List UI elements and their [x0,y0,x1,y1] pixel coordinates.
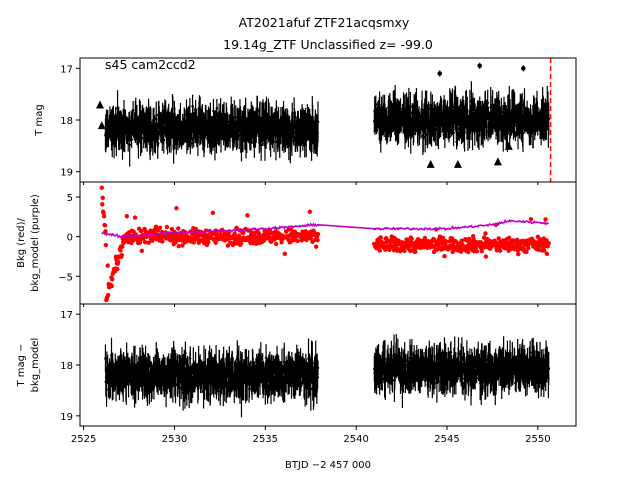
plot-area [104,334,551,418]
sector-annotation: s45 cam2ccd2 [105,57,196,72]
y-tick-label: 0 [67,233,73,244]
panel-bottom: 17 18 19 2525 2530 2535 2540 2545 2550 T mag − bkg… [16,303,577,471]
chart-title-line1: AT2021afuf ZTF21acqsmxy [239,15,410,30]
y-axis-label: bkg_model [30,338,41,393]
x-axis-label: BTJD −2 457 000 [285,460,371,471]
bkg-points-1 [372,216,551,259]
plot-area [99,185,551,303]
data-points-0 [104,351,320,398]
upper-limit-triangle-0 [95,100,104,109]
y-tick-label: 18 [60,361,73,372]
y-axis-label: Bkg (red)/ [16,218,27,268]
x-tick-label: 2540 [343,434,368,445]
y-tick-label: 19 [60,168,73,179]
upper-limit-triangle-5 [504,141,513,150]
y-tick-label: 17 [60,64,73,75]
y-axis-label: T mag − [16,343,27,387]
upper-limit-triangle-4 [493,157,502,166]
chart-panels: 17 18 19 T mag 5 0 −5 Bkg (red)/bkg_model (purp… [16,57,577,471]
x-tick-label: 2530 [162,434,187,445]
x-tick-label: 2525 [71,434,96,445]
panel-middle: 5 0 −5 Bkg (red)/bkg_model (purple) [16,181,577,307]
y-axis-label: bkg_model (purple) [30,194,41,292]
x-tick-label: 2545 [434,434,459,445]
y-tick-label: 5 [67,193,73,204]
upper-limit-triangle-2 [426,159,435,168]
outlier-point-1 [477,63,483,69]
bkg-model-line [101,218,549,239]
data-points-1 [373,350,551,391]
outlier-point-2 [521,66,526,71]
upper-limit-triangle-1 [97,121,106,130]
x-tick-label: 2535 [253,434,278,445]
plot-area [95,58,552,182]
bkg-points-0 [99,185,321,303]
outlier-point-0 [437,71,443,76]
y-tick-label: 17 [60,310,73,321]
y-axis-label: T mag [34,104,45,137]
chart-title-line2: 19.14g_ZTF Unclassified z= -99.0 [223,37,433,52]
panel-top: 17 18 19 T mag [34,57,577,185]
data-points-1 [373,100,551,144]
y-tick-label: −5 [58,272,73,283]
upper-limit-triangle-3 [453,159,462,168]
y-tick-label: 19 [60,412,73,423]
y-tick-label: 18 [60,116,73,127]
data-points-0 [104,105,320,150]
x-tick-label: 2550 [525,434,550,445]
